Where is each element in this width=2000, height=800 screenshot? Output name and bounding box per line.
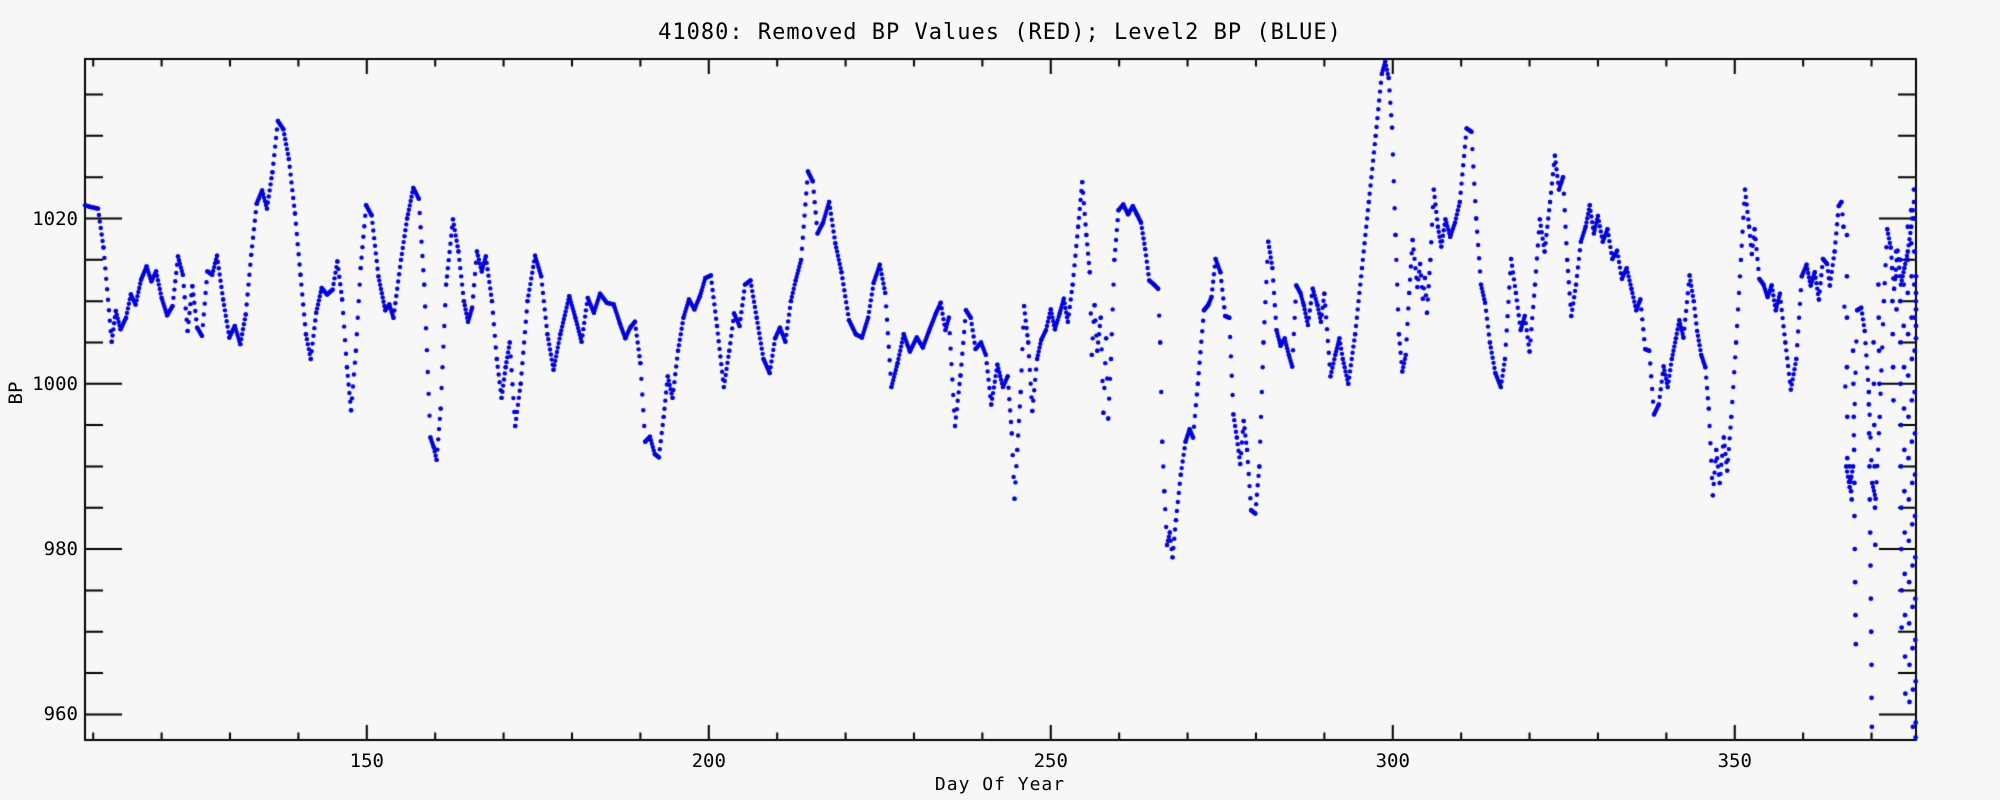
x-tick-label: 200 [691, 750, 726, 772]
y-tick-label: 1000 [32, 372, 78, 395]
x-axis-label: Day Of Year [934, 774, 1066, 795]
x-tick-label: 150 [349, 750, 384, 772]
x-tick-label: 300 [1375, 750, 1410, 772]
y-tick-label: 960 [43, 703, 78, 726]
x-tick-label: 350 [1717, 750, 1752, 772]
y-tick-label: 980 [43, 538, 78, 561]
x-tick-label: 250 [1033, 750, 1068, 772]
chart-title: 41080: Removed BP Values (RED); Level2 B… [658, 20, 1342, 45]
y-tick-label: 1020 [32, 207, 78, 230]
